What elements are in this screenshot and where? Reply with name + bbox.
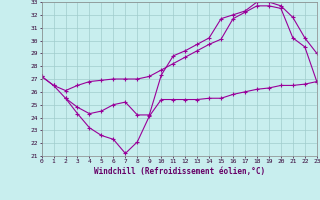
X-axis label: Windchill (Refroidissement éolien,°C): Windchill (Refroidissement éolien,°C) xyxy=(94,167,265,176)
